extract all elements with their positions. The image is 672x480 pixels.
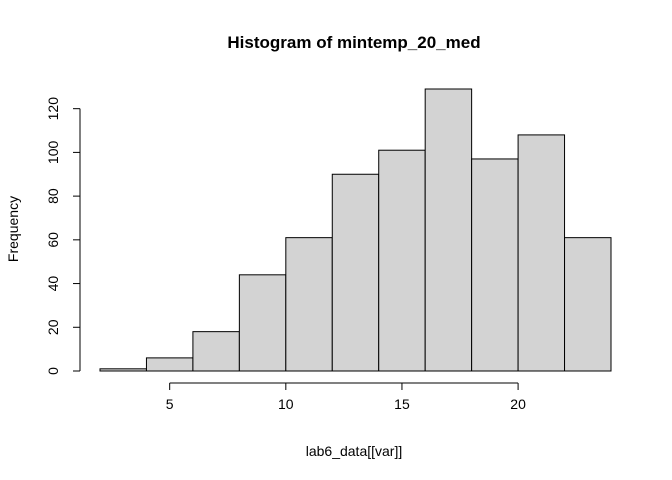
histogram-bar-7: [378, 149, 426, 372]
histogram-bar-9: [471, 158, 519, 372]
x-tick-label-5: 5: [166, 396, 174, 412]
y-tick-label-80: 80: [45, 188, 61, 204]
histogram-bar-1: [99, 368, 147, 372]
histogram-bar-5: [285, 237, 333, 372]
y-tick-label-0: 0: [45, 367, 61, 375]
x-axis: 5 10 15 20: [166, 382, 526, 412]
x-axis-label: lab6_data[[var]]: [306, 443, 403, 459]
histogram-bar-10: [517, 134, 566, 372]
histogram-bar-2: [145, 357, 194, 372]
y-tick-label-60: 60: [45, 232, 61, 248]
x-tick-label-20: 20: [510, 396, 526, 412]
y-tick-label-120: 120: [45, 97, 61, 121]
y-axis-label: Frequency: [5, 196, 21, 262]
y-tick-label-100: 100: [45, 141, 61, 165]
histogram-bar-4: [238, 274, 287, 372]
histogram-bar-6: [331, 173, 380, 372]
histogram-bar-3: [192, 331, 240, 372]
chart-title: Histogram of mintemp_20_med: [227, 33, 480, 52]
y-axis: 0 20 40 60 80 100 120: [45, 97, 81, 375]
y-tick-label-40: 40: [45, 276, 61, 292]
histogram-bar-8: [424, 88, 473, 372]
x-tick-label-15: 15: [394, 396, 410, 412]
y-tick-label-20: 20: [45, 319, 61, 335]
bars-group: [99, 88, 612, 372]
x-tick-label-10: 10: [278, 396, 294, 412]
histogram-bar-11: [564, 237, 612, 372]
